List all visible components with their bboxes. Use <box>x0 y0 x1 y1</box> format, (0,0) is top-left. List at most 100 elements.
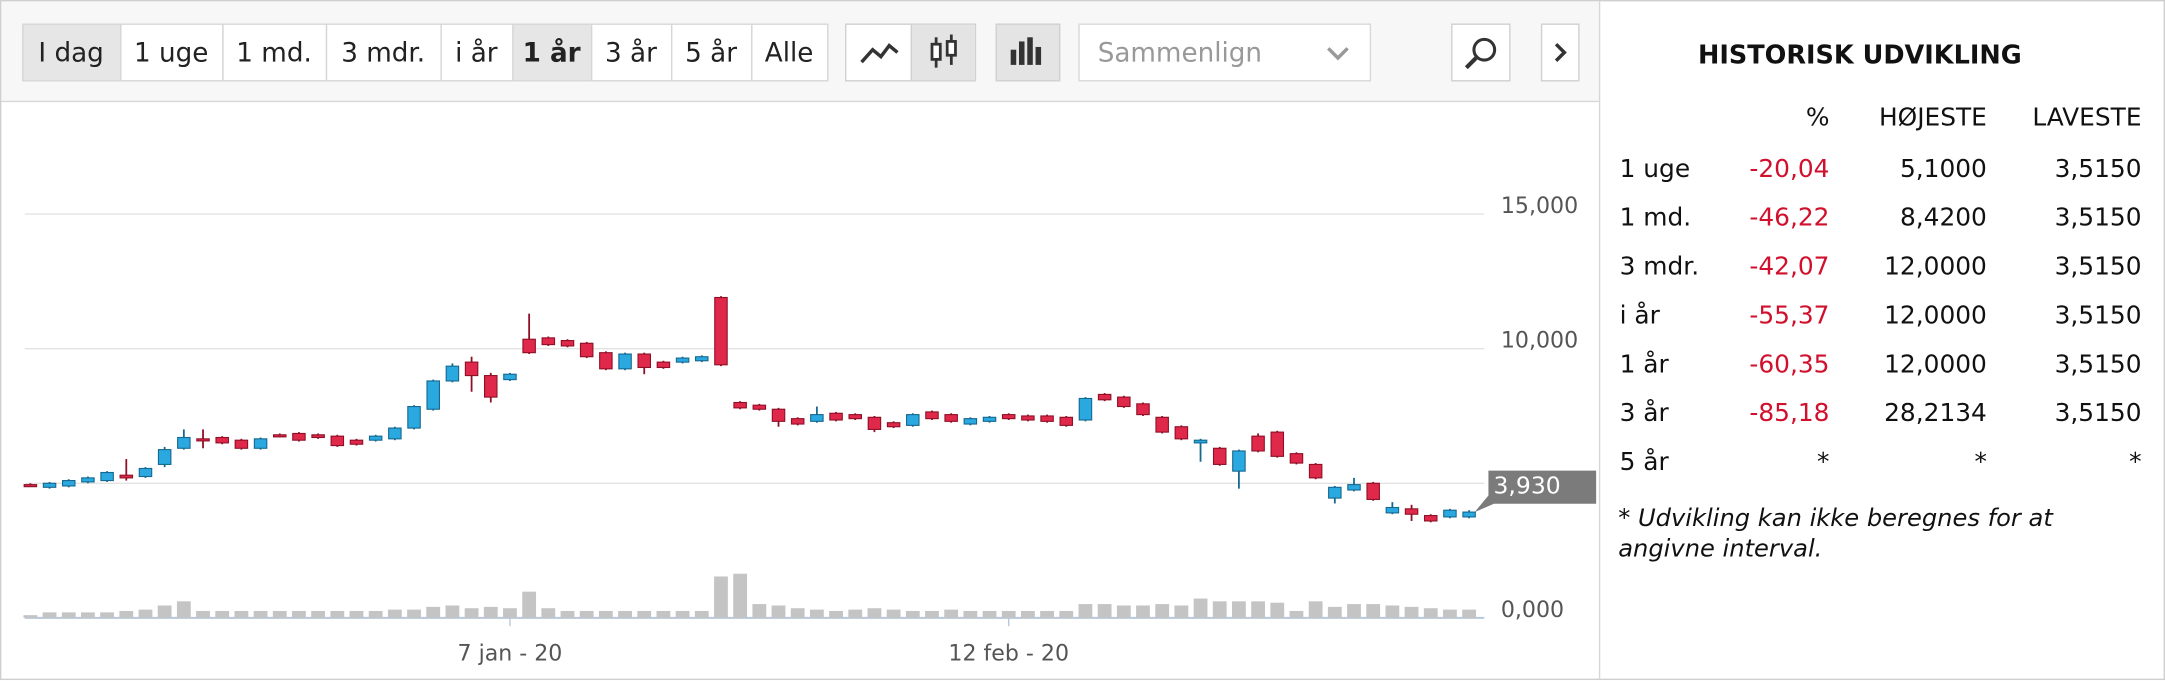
volume-bar <box>100 612 115 618</box>
row-label: 1 uge <box>1620 154 1691 183</box>
range-label: 5 år <box>685 37 737 68</box>
row-label: 1 md. <box>1620 203 1692 232</box>
volume-bar <box>272 610 287 618</box>
volume-bar <box>944 609 959 618</box>
volume-bar <box>1462 609 1477 618</box>
range-button[interactable] <box>512 23 593 82</box>
candle-body <box>1059 416 1074 426</box>
candle-body <box>292 432 306 441</box>
candle-body <box>349 439 364 445</box>
volume-bar <box>541 608 556 618</box>
range-button[interactable] <box>22 23 122 82</box>
column-header: LAVESTE <box>2032 103 2141 132</box>
cell: 28,2134 <box>1884 398 1987 427</box>
volume-bar <box>675 610 690 618</box>
row-label: 3 mdr. <box>1620 252 1700 281</box>
cell: -20,04 <box>1749 154 1829 183</box>
candle-body <box>714 296 728 366</box>
candle-body <box>963 418 978 425</box>
candle-body <box>886 422 901 428</box>
y-tick-label: 15,000 <box>1501 193 1578 219</box>
zoom-button[interactable] <box>1451 23 1511 82</box>
candle-body <box>1251 435 1265 452</box>
candle-body <box>695 356 709 362</box>
chart-type-buttons: Sammenlign <box>845 23 1580 82</box>
volume-bar <box>656 610 671 618</box>
volume-bar <box>61 612 76 618</box>
cell: 12,0000 <box>1884 252 1987 281</box>
volume-bar <box>579 610 594 618</box>
range-label: 3 mdr. <box>341 38 425 68</box>
candle-chart-icon[interactable] <box>930 34 957 68</box>
volume-bar <box>349 610 364 618</box>
candle-body <box>982 416 997 422</box>
volume-bar <box>1270 602 1285 618</box>
candle-body <box>848 414 863 420</box>
volume-bar <box>311 610 326 618</box>
volume-bar <box>1251 601 1265 618</box>
cell: * <box>2129 447 2141 476</box>
range-button[interactable] <box>120 23 224 82</box>
candle-body <box>138 467 153 478</box>
candle-body <box>925 411 939 420</box>
zoom-icon <box>1472 37 1497 62</box>
range-button[interactable] <box>671 23 753 82</box>
candle-body <box>656 361 671 369</box>
cell: 3,5150 <box>2055 154 2142 183</box>
range-label: 1 md. <box>236 38 312 68</box>
volume-bar <box>138 609 153 618</box>
candle-body <box>368 435 383 441</box>
candle-body <box>272 434 287 438</box>
volume-bar <box>330 610 345 618</box>
cell: 12,0000 <box>1884 349 1987 378</box>
volume-bar <box>1347 604 1361 618</box>
volume-bar <box>215 610 230 618</box>
candle-body <box>119 474 134 479</box>
volume-bar <box>176 601 191 618</box>
volume-bar <box>387 609 402 618</box>
candle-body <box>1232 450 1246 472</box>
candle-body <box>1308 463 1323 479</box>
volume-bar <box>1385 605 1400 618</box>
candle-body <box>637 353 652 369</box>
volume-bar <box>1174 605 1189 618</box>
volume-bar <box>292 610 306 618</box>
candle-body <box>1021 415 1035 421</box>
range-button[interactable] <box>325 23 442 82</box>
range-label: 3 år <box>605 37 657 68</box>
range-label: 1 uge <box>134 38 208 68</box>
compare-dropdown[interactable] <box>1078 23 1372 82</box>
volume-bar <box>1289 610 1304 618</box>
candle-body <box>23 484 38 488</box>
volume-bar <box>368 610 383 618</box>
candle-body <box>1270 431 1285 457</box>
volume-bar <box>925 610 939 618</box>
cell: -46,22 <box>1749 203 1829 232</box>
volume-bar <box>464 608 479 618</box>
candle-body <box>1078 397 1093 421</box>
volume-bar <box>752 604 767 618</box>
range-button[interactable] <box>751 23 829 82</box>
volume-bar <box>1155 604 1170 618</box>
candle-body <box>867 416 882 430</box>
volume-bar <box>829 610 843 618</box>
candle-body <box>618 353 632 370</box>
volume-bar <box>733 573 748 618</box>
candle-body <box>560 340 575 347</box>
volume-bar <box>809 609 824 618</box>
next-button[interactable] <box>1540 23 1580 82</box>
line-chart-icon[interactable] <box>860 43 899 64</box>
range-label: i år <box>455 37 498 68</box>
candle-body <box>196 438 210 442</box>
candle-body <box>733 401 747 409</box>
last-price-label: 3,930 <box>1494 472 1561 500</box>
candle-body <box>42 482 57 488</box>
candle-body <box>906 414 920 426</box>
row-label: 3 år <box>1620 398 1670 427</box>
note-box: * Udvikling kan ikke beregnes for at ang… <box>1618 505 2053 563</box>
volume-bar <box>637 610 652 618</box>
range-label: 1 år <box>523 36 581 68</box>
line-button-bg <box>911 24 975 81</box>
next-icon <box>1554 42 1567 62</box>
dropdown-chevron <box>1327 47 1349 61</box>
